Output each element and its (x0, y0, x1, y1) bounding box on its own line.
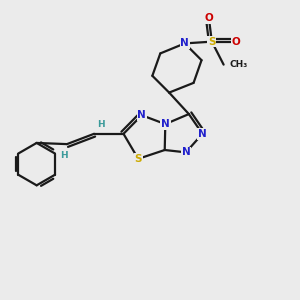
Text: N: N (137, 110, 146, 120)
Text: O: O (232, 37, 240, 46)
Text: S: S (208, 37, 216, 46)
Text: CH₃: CH₃ (230, 60, 248, 69)
Text: H: H (60, 151, 68, 160)
Text: N: N (182, 147, 190, 158)
Text: S: S (134, 154, 142, 164)
Text: H: H (97, 120, 104, 129)
Text: N: N (180, 38, 189, 48)
Text: N: N (161, 119, 170, 129)
Text: O: O (205, 13, 213, 23)
Text: N: N (198, 129, 207, 139)
